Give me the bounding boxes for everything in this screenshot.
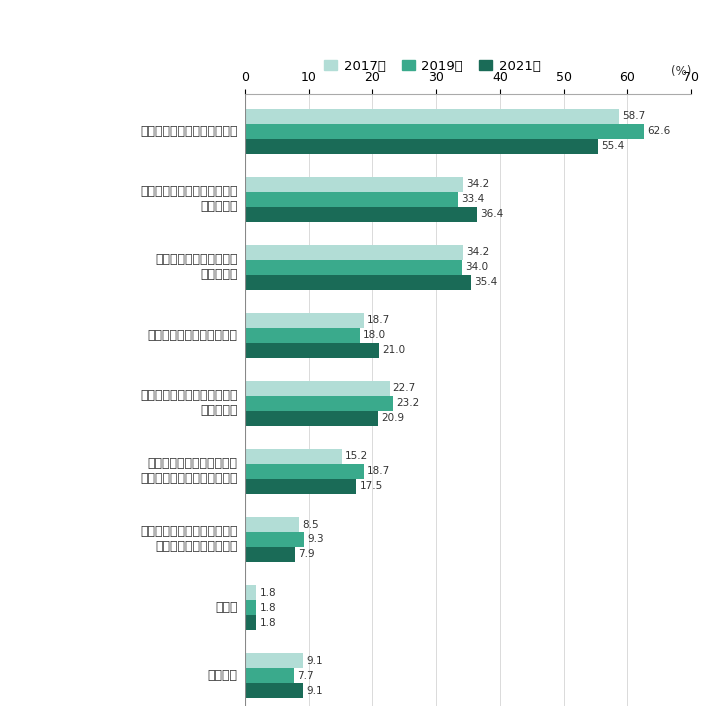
- Bar: [245, 312, 364, 328]
- Text: 7.7: 7.7: [297, 670, 314, 680]
- Bar: [245, 207, 477, 222]
- Bar: [245, 585, 256, 600]
- Text: 36.4: 36.4: [480, 209, 503, 219]
- Text: 1.8: 1.8: [259, 618, 276, 628]
- Text: 8.5: 8.5: [302, 520, 319, 529]
- Bar: [245, 138, 598, 153]
- Text: 35.4: 35.4: [474, 277, 497, 287]
- Bar: [245, 449, 342, 464]
- Bar: [245, 328, 359, 343]
- Text: 58.7: 58.7: [622, 111, 646, 121]
- Text: 9.1: 9.1: [306, 656, 323, 666]
- Bar: [245, 668, 294, 683]
- Bar: [245, 176, 463, 192]
- Text: 34.0: 34.0: [465, 262, 488, 272]
- Bar: [245, 192, 458, 207]
- Bar: [245, 653, 303, 668]
- Bar: [245, 464, 364, 479]
- Text: 33.4: 33.4: [461, 194, 485, 204]
- Text: (%): (%): [671, 66, 691, 78]
- Bar: [245, 396, 392, 411]
- Text: 18.7: 18.7: [367, 315, 390, 325]
- Text: 1.8: 1.8: [259, 588, 276, 598]
- Text: 15.2: 15.2: [345, 451, 368, 462]
- Text: 20.9: 20.9: [382, 413, 405, 423]
- Bar: [245, 260, 462, 275]
- Bar: [245, 517, 299, 532]
- Text: 23.2: 23.2: [396, 398, 419, 408]
- Bar: [245, 600, 256, 615]
- Text: 34.2: 34.2: [466, 179, 490, 189]
- Text: 1.8: 1.8: [259, 603, 276, 613]
- Text: 7.9: 7.9: [298, 549, 315, 559]
- Text: 18.7: 18.7: [367, 467, 390, 477]
- Text: 18.0: 18.0: [363, 330, 386, 341]
- Text: 17.5: 17.5: [359, 482, 383, 491]
- Bar: [245, 411, 378, 426]
- Text: 9.1: 9.1: [306, 685, 323, 696]
- Bar: [245, 245, 463, 260]
- Text: 21.0: 21.0: [382, 346, 405, 355]
- Bar: [245, 275, 471, 289]
- Text: 62.6: 62.6: [647, 126, 670, 136]
- Bar: [245, 683, 303, 698]
- Text: 9.3: 9.3: [307, 534, 324, 544]
- Bar: [245, 124, 644, 138]
- Bar: [245, 381, 390, 396]
- Legend: 2017年, 2019年, 2021年: 2017年, 2019年, 2021年: [319, 54, 546, 78]
- Bar: [245, 532, 304, 547]
- Bar: [245, 109, 619, 124]
- Bar: [245, 615, 256, 630]
- Text: 34.2: 34.2: [466, 247, 490, 257]
- Bar: [245, 343, 379, 358]
- Bar: [245, 479, 356, 494]
- Text: 55.4: 55.4: [601, 141, 624, 151]
- Text: 22.7: 22.7: [392, 383, 416, 393]
- Bar: [245, 547, 295, 562]
